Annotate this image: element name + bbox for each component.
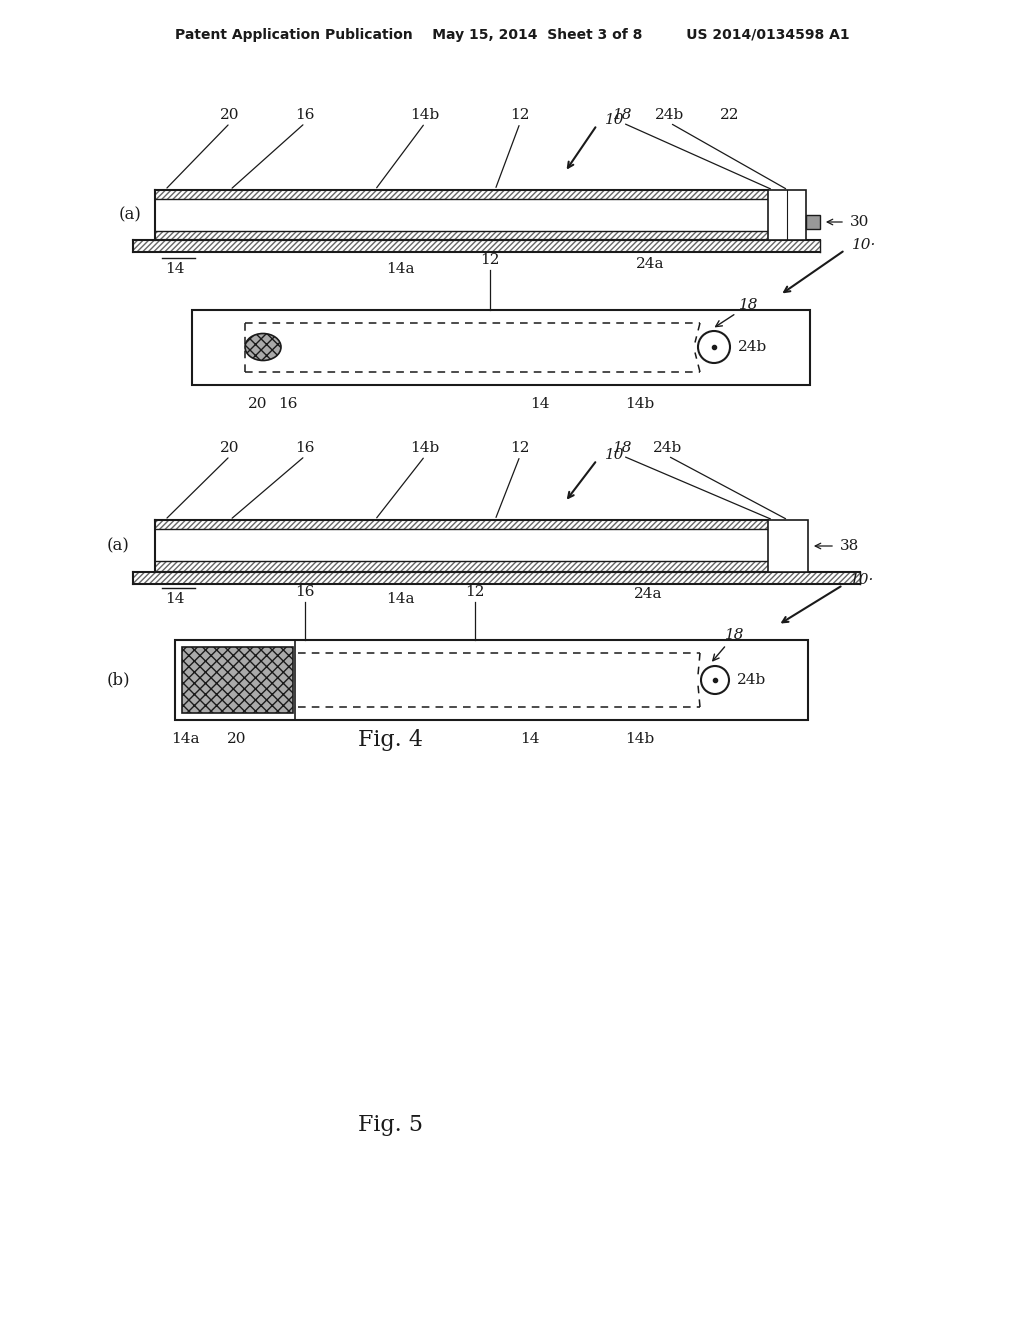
Bar <box>768 520 808 572</box>
Text: 24a: 24a <box>634 587 663 601</box>
Text: 10·: 10· <box>850 573 874 587</box>
Text: Fig. 5: Fig. 5 <box>357 1114 423 1137</box>
Text: 12: 12 <box>510 108 529 121</box>
Bar <box>155 190 768 240</box>
Bar <box>175 640 808 719</box>
Text: 24b: 24b <box>737 673 766 686</box>
Bar <box>155 529 768 561</box>
Text: 14a: 14a <box>171 733 200 746</box>
Text: 14: 14 <box>520 733 540 746</box>
Text: 24b: 24b <box>653 441 683 455</box>
Text: 24a: 24a <box>636 257 665 271</box>
Text: 18: 18 <box>613 441 633 455</box>
Text: 20: 20 <box>227 733 247 746</box>
Text: 10·: 10· <box>852 238 877 252</box>
Bar <box>133 240 820 252</box>
Text: 14: 14 <box>165 591 184 606</box>
Bar <box>133 572 860 583</box>
Text: 16: 16 <box>295 585 314 599</box>
Text: 12: 12 <box>465 585 484 599</box>
Text: 14a: 14a <box>386 261 415 276</box>
Text: 14b: 14b <box>626 397 654 411</box>
Text: 16: 16 <box>279 397 298 411</box>
Text: 14a: 14a <box>386 591 415 606</box>
Text: 18: 18 <box>713 628 744 661</box>
Text: 30: 30 <box>850 215 869 228</box>
Text: 14b: 14b <box>411 108 439 121</box>
Bar <box>768 190 806 240</box>
Text: 14: 14 <box>165 261 184 276</box>
Text: 14b: 14b <box>411 441 439 455</box>
Text: (b): (b) <box>106 672 130 689</box>
Ellipse shape <box>245 334 281 360</box>
Text: 12: 12 <box>510 441 529 455</box>
Bar <box>806 215 820 228</box>
Text: 22: 22 <box>720 108 739 121</box>
Bar <box>155 190 768 240</box>
Bar <box>193 310 810 385</box>
Text: (a): (a) <box>106 537 129 554</box>
Text: 20: 20 <box>220 108 240 121</box>
Text: 18: 18 <box>716 298 759 326</box>
Circle shape <box>701 667 729 694</box>
Text: Patent Application Publication    May 15, 2014  Sheet 3 of 8         US 2014/013: Patent Application Publication May 15, 2… <box>175 28 849 42</box>
Bar <box>155 199 768 231</box>
Text: 18: 18 <box>613 108 633 121</box>
Text: 24b: 24b <box>738 341 767 354</box>
Text: 16: 16 <box>295 108 314 121</box>
Text: 10: 10 <box>605 114 625 127</box>
Bar <box>155 520 768 572</box>
Text: 12: 12 <box>480 253 500 267</box>
Text: 24b: 24b <box>655 108 685 121</box>
Text: 14: 14 <box>530 397 550 411</box>
Circle shape <box>698 331 730 363</box>
Text: 10: 10 <box>605 447 625 462</box>
Bar <box>155 520 768 572</box>
Bar <box>182 647 293 713</box>
Text: 20: 20 <box>248 397 267 411</box>
Text: 38: 38 <box>840 539 859 553</box>
Text: 14b: 14b <box>626 733 654 746</box>
Bar <box>133 240 820 252</box>
Bar <box>133 572 860 583</box>
Text: 20: 20 <box>220 441 240 455</box>
Text: 16: 16 <box>295 441 314 455</box>
Text: (a): (a) <box>119 206 141 223</box>
Text: Fig. 4: Fig. 4 <box>357 729 423 751</box>
